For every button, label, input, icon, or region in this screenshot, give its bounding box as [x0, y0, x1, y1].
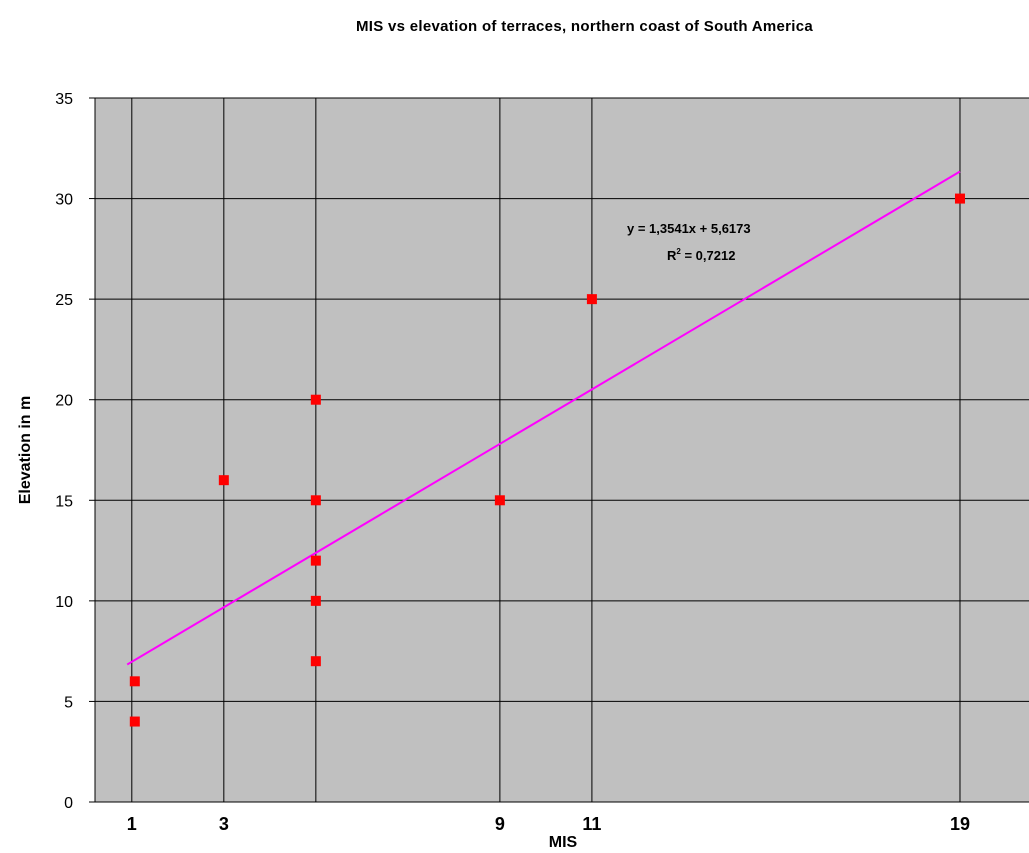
- y-axis-label: Elevation in m: [17, 396, 34, 504]
- x-axis-label: MIS: [549, 834, 578, 851]
- x-tick-label-19: 19: [950, 814, 970, 834]
- plot-area: [95, 98, 1029, 802]
- data-point-10: [955, 194, 965, 204]
- data-point-9: [587, 294, 597, 304]
- y-tick-label-35: 35: [55, 91, 73, 108]
- data-point-5: [311, 556, 321, 566]
- data-point-2: [219, 475, 229, 485]
- data-point-1: [130, 717, 140, 727]
- data-point-0: [130, 676, 140, 686]
- y-tick-label-5: 5: [64, 694, 73, 711]
- y-tick-label-30: 30: [55, 192, 73, 209]
- y-tick-label-25: 25: [55, 292, 73, 309]
- data-point-8: [495, 495, 505, 505]
- x-tick-labels: 1 3 9 11 19: [127, 814, 970, 834]
- y-tick-labels: 0 5 10 15 20 25 30 35: [55, 91, 73, 812]
- x-tick-label-3: 3: [219, 814, 229, 834]
- data-point-7: [311, 656, 321, 666]
- y-tick-label-20: 20: [55, 393, 73, 410]
- x-tick-label-1: 1: [127, 814, 137, 834]
- trendline-equation: y = 1,3541x + 5,6173: [627, 221, 751, 236]
- y-tick-label-10: 10: [55, 594, 73, 611]
- y-tick-label-15: 15: [55, 493, 73, 510]
- y-tick-label-0: 0: [64, 795, 73, 812]
- data-point-6: [311, 596, 321, 606]
- x-tick-label-9: 9: [495, 814, 505, 834]
- x-tick-label-11: 11: [582, 814, 601, 834]
- data-point-3: [311, 395, 321, 405]
- r2-value: = 0,7212: [681, 248, 736, 263]
- data-point-4: [311, 495, 321, 505]
